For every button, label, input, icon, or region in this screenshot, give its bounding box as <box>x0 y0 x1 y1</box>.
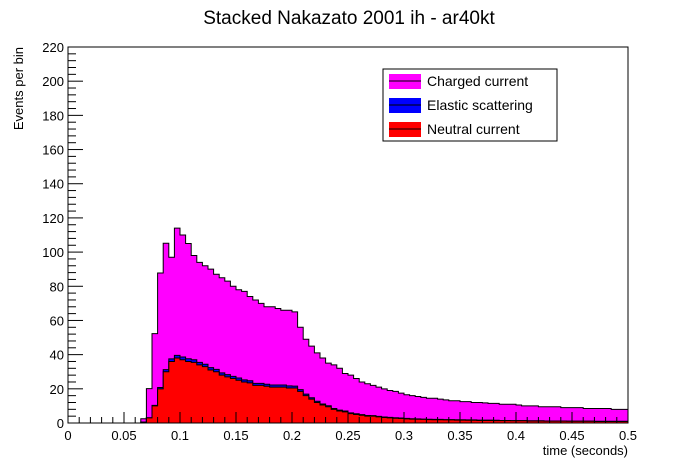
x-tick-label: 0.45 <box>559 428 584 443</box>
legend-label-elastic-scattering: Elastic scattering <box>427 97 533 113</box>
x-tick-label: 0 <box>64 428 71 443</box>
y-tick-label: 220 <box>42 40 64 55</box>
legend-label-charged-current: Charged current <box>427 73 528 89</box>
y-axis: 0 20 40 60 80 100 120 140 160 180 200 220 <box>42 40 83 431</box>
y-tick-label: 20 <box>50 382 64 397</box>
y-tick-label: 120 <box>42 211 64 226</box>
series-group <box>68 227 629 424</box>
y-tick-label: 40 <box>50 348 64 363</box>
x-tick-label: 0.1 <box>171 428 189 443</box>
y-tick-label: 60 <box>50 313 64 328</box>
x-axis: 0 0.05 0.1 0.15 0.2 0.25 0.3 0.35 0.4 0.45 0.5 <box>64 412 637 443</box>
x-tick-label: 0.15 <box>223 428 248 443</box>
x-tick-label: 0.3 <box>395 428 413 443</box>
x-tick-label: 0.25 <box>335 428 360 443</box>
x-tick-label: 0.4 <box>507 428 525 443</box>
y-tick-label: 0 <box>57 416 64 431</box>
x-axis-label: time (seconds) <box>543 443 628 458</box>
chart-title: Stacked Nakazato 2001 ih - ar40kt <box>203 8 495 29</box>
series-neutral-current-area <box>68 357 629 424</box>
y-tick-label: 180 <box>42 108 64 123</box>
y-axis-label: Events per bin <box>11 47 26 130</box>
y-tick-label: 140 <box>42 177 64 192</box>
x-tick-label: 0.5 <box>619 428 637 443</box>
y-tick-label: 80 <box>50 279 64 294</box>
y-tick-label: 100 <box>42 245 64 260</box>
legend: Charged current Elastic scattering Neutral… <box>382 68 558 142</box>
x-tick-label: 0.35 <box>447 428 472 443</box>
x-tick-label: 0.2 <box>283 428 301 443</box>
legend-label-neutral-current: Neutral current <box>427 121 520 137</box>
y-tick-label: 160 <box>42 143 64 158</box>
x-tick-label: 0.05 <box>111 428 136 443</box>
y-tick-label: 200 <box>42 74 64 89</box>
